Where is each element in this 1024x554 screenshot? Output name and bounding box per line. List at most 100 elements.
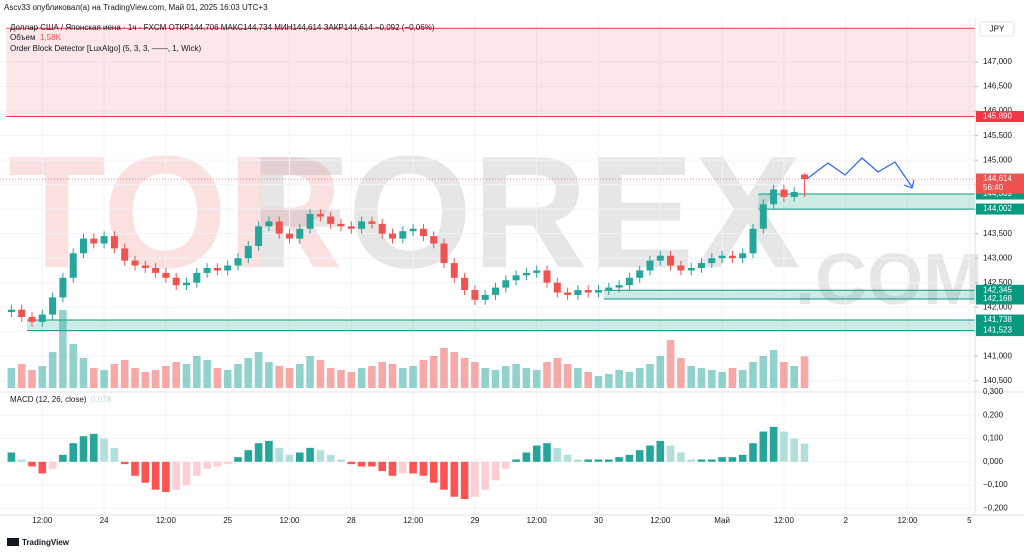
price-tag (976, 188, 1024, 200)
macd-bar (697, 459, 706, 462)
volume-bar (532, 370, 541, 388)
candle-body (533, 270, 541, 273)
candle-body (584, 290, 592, 293)
volume-bar (162, 366, 170, 388)
candle-body (461, 277, 469, 291)
macd-bar (7, 452, 16, 462)
volume-bar (357, 368, 366, 388)
macd-bar (357, 461, 366, 467)
macd-bar (718, 457, 726, 462)
volume-bar (368, 366, 376, 388)
macd-bar (460, 461, 469, 500)
y-tick-label: 140,500 (983, 376, 1012, 385)
volume-bar (738, 370, 747, 388)
price-tag (976, 203, 1024, 215)
candle-body (327, 216, 335, 224)
macd-tick-label: −0,100 (983, 480, 1008, 489)
macd-bar (780, 431, 788, 462)
macd-bar (563, 454, 572, 462)
candle-body (667, 255, 675, 266)
volume-bar (460, 358, 469, 388)
volume-bar (780, 362, 788, 388)
volume-bar (429, 356, 438, 388)
macd-bar (605, 459, 613, 462)
candle-body (389, 233, 396, 239)
candle-body (337, 223, 345, 227)
volume-bar (79, 358, 88, 388)
macd-bar (131, 461, 139, 476)
macd-bar (90, 433, 98, 462)
candle-body (646, 260, 654, 271)
volume-bar (522, 368, 531, 388)
macd-bar (17, 459, 26, 462)
macd-bar (481, 461, 489, 490)
macd-bar (203, 461, 211, 469)
macd-bar (69, 443, 77, 462)
candle-body (471, 290, 479, 300)
volume-bar (38, 366, 47, 388)
macd-bar (120, 461, 129, 465)
volume-bar (749, 362, 757, 388)
price-tag-label: 142,168 (983, 294, 1012, 303)
macd-tick-label: 0,300 (983, 387, 1004, 396)
candle-body (90, 238, 98, 244)
candle-body (770, 189, 778, 205)
macd-bar (646, 445, 654, 462)
y-tick-label: 145,500 (983, 131, 1012, 140)
volume-bar (296, 364, 304, 388)
macd-bar (59, 454, 67, 462)
y-tick-label: 146,500 (983, 82, 1012, 91)
macd-bar (790, 438, 798, 462)
x-tick-label: 12:00 (279, 516, 300, 525)
indicator-legend: Order Block Detector [LuxAlgo] (5, 3, 3,… (10, 44, 202, 53)
volume-bar (594, 376, 603, 388)
watermark: TOR FOREX .COM (8, 122, 983, 320)
volume-bar (378, 362, 386, 388)
macd-bar (275, 447, 283, 462)
y-tick-label: 142,000 (983, 302, 1012, 311)
macd-bar (193, 461, 201, 476)
order-block (758, 194, 975, 210)
volume-bar (90, 368, 98, 388)
order-block (603, 290, 975, 299)
candle-body (543, 270, 551, 283)
macd-bar (326, 454, 335, 462)
projection-arrowhead (903, 179, 915, 189)
volume-bar (254, 352, 263, 388)
macd-bar (584, 459, 592, 462)
y-tick-label: 146,000 (983, 106, 1012, 115)
macd-bar (471, 461, 479, 497)
macd-tick-label: 0,000 (983, 457, 1004, 466)
macd-bar (625, 454, 634, 462)
macd-bar (532, 445, 541, 462)
candle-body (347, 226, 355, 229)
x-tick-label: 5 (967, 516, 972, 525)
volume-bar (151, 370, 160, 388)
candle-body (38, 314, 46, 322)
candle-body (677, 265, 685, 271)
volume-bar (244, 358, 253, 388)
x-tick-label: 12:00 (527, 516, 548, 525)
candle-body (749, 228, 757, 254)
macd-bar (759, 431, 768, 462)
macd-bar (543, 443, 551, 462)
order-block (27, 320, 975, 331)
macd-bar (79, 436, 88, 462)
last-price-tag (976, 173, 1024, 194)
currency-box[interactable] (979, 21, 1015, 37)
candle-body (450, 263, 458, 278)
x-tick-label: 25 (223, 516, 232, 525)
candle-body (100, 236, 108, 244)
macd-bar (728, 457, 737, 462)
macd-bar (388, 461, 397, 476)
candle-body (522, 272, 530, 276)
volume-legend: Объем (10, 33, 36, 42)
projection-drawing (807, 157, 913, 188)
x-tick-label: 12:00 (897, 516, 918, 525)
volume-bar (131, 368, 139, 388)
volume-bar (800, 356, 809, 388)
currency[interactable]: JPY (990, 25, 1005, 34)
candle-body (152, 267, 160, 273)
candle-body (80, 238, 87, 254)
candle-body (224, 265, 232, 271)
